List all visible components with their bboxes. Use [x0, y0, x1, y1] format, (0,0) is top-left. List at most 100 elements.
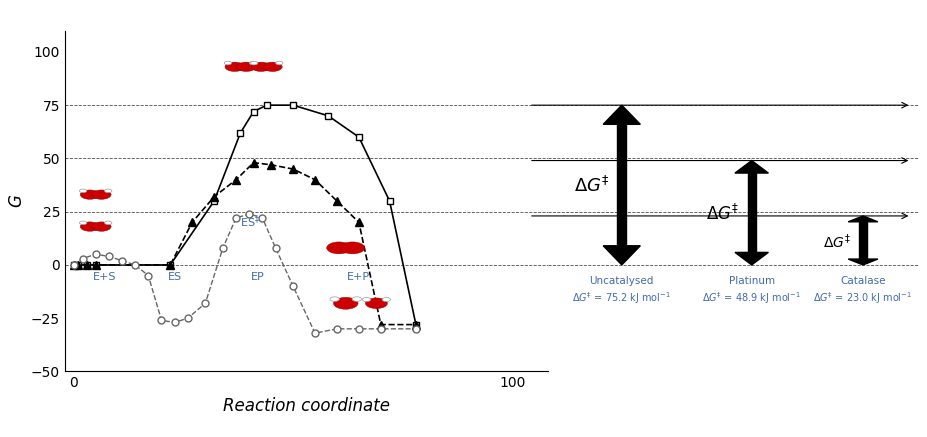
Line: Uncatalysed: Uncatalysed — [70, 102, 419, 328]
Inorganic catalyst — [90, 262, 101, 267]
Bar — [616, 124, 626, 246]
Circle shape — [351, 297, 361, 302]
Text: ES: ES — [168, 272, 182, 282]
Enzyme — [116, 258, 127, 263]
Y-axis label: G: G — [7, 194, 25, 208]
Circle shape — [92, 190, 111, 199]
Text: E+S: E+S — [93, 272, 116, 282]
Uncatalysed — [82, 262, 93, 267]
Uncatalysed — [68, 262, 79, 267]
Enzyme — [287, 284, 298, 289]
Circle shape — [365, 298, 387, 309]
Circle shape — [251, 62, 271, 72]
FancyArrow shape — [603, 105, 640, 124]
Text: $\Delta G^{\ddagger}$: $\Delta G^{\ddagger}$ — [705, 204, 738, 224]
Inorganic catalyst — [331, 198, 342, 204]
Uncatalysed — [90, 262, 101, 267]
Enzyme — [182, 316, 193, 321]
Text: $\Delta G^{\ddagger}$: $\Delta G^{\ddagger}$ — [822, 232, 850, 251]
Enzyme — [130, 262, 141, 267]
Text: ES$^{\ddagger}$: ES$^{\ddagger}$ — [240, 213, 260, 230]
Circle shape — [330, 297, 339, 302]
Inorganic catalyst — [375, 322, 386, 327]
Enzyme — [77, 256, 88, 261]
Uncatalysed — [323, 113, 334, 118]
Circle shape — [326, 242, 351, 254]
Uncatalysed — [353, 135, 364, 140]
Inorganic catalyst — [410, 322, 421, 327]
Inorganic catalyst — [265, 162, 276, 167]
Uncatalysed — [164, 262, 175, 267]
Uncatalysed — [410, 322, 421, 327]
Inorganic catalyst — [68, 262, 79, 267]
Enzyme — [410, 326, 421, 331]
Inorganic catalyst — [230, 177, 241, 182]
Circle shape — [362, 298, 370, 302]
Inorganic catalyst — [353, 220, 364, 225]
Circle shape — [80, 222, 99, 231]
Bar — [858, 222, 866, 259]
Bar — [747, 173, 755, 253]
Uncatalysed — [384, 198, 395, 204]
Uncatalysed — [260, 103, 272, 108]
Uncatalysed — [209, 198, 220, 204]
Inorganic catalyst — [72, 262, 83, 267]
X-axis label: Reaction coordinate: Reaction coordinate — [222, 397, 389, 415]
Text: E+P: E+P — [347, 272, 370, 282]
Text: $\Delta G^{\ddagger}$ = 48.9 kJ mol$^{-1}$: $\Delta G^{\ddagger}$ = 48.9 kJ mol$^{-1… — [702, 291, 800, 306]
Uncatalysed — [248, 109, 259, 114]
Circle shape — [80, 190, 99, 199]
Uncatalysed — [235, 130, 246, 135]
Circle shape — [105, 189, 112, 193]
Enzyme — [90, 252, 101, 257]
Circle shape — [224, 61, 232, 65]
Inorganic catalyst — [287, 166, 298, 172]
FancyArrow shape — [603, 246, 640, 265]
Circle shape — [382, 298, 390, 302]
Enzyme — [257, 215, 268, 221]
Text: $\Delta G^{\ddagger}$: $\Delta G^{\ddagger}$ — [574, 176, 609, 196]
Enzyme — [375, 326, 386, 331]
Inorganic catalyst — [164, 262, 175, 267]
Circle shape — [333, 297, 358, 309]
Enzyme — [309, 330, 320, 336]
Enzyme — [270, 245, 281, 250]
Circle shape — [80, 189, 87, 193]
Enzyme — [199, 301, 210, 306]
FancyArrow shape — [734, 253, 768, 265]
Circle shape — [262, 62, 282, 72]
Inorganic catalyst — [82, 262, 93, 267]
Circle shape — [105, 221, 112, 225]
FancyArrow shape — [847, 216, 877, 222]
Circle shape — [80, 221, 87, 225]
Enzyme — [143, 273, 154, 278]
Circle shape — [92, 222, 111, 231]
Text: $\Delta G^{\ddagger}$ = 23.0 kJ mol$^{-1}$: $\Delta G^{\ddagger}$ = 23.0 kJ mol$^{-1… — [813, 291, 911, 306]
Circle shape — [250, 61, 258, 65]
Uncatalysed — [72, 262, 83, 267]
Circle shape — [236, 62, 256, 72]
Text: Platinum: Platinum — [728, 276, 774, 286]
FancyArrow shape — [847, 259, 877, 265]
FancyArrow shape — [734, 160, 768, 173]
Inorganic catalyst — [309, 177, 320, 182]
Enzyme — [353, 326, 364, 331]
Enzyme — [217, 245, 228, 250]
Enzyme — [331, 326, 342, 331]
Text: Uncatalysed: Uncatalysed — [589, 276, 654, 286]
Enzyme — [156, 318, 167, 323]
Circle shape — [249, 61, 257, 65]
Text: Catalase: Catalase — [839, 276, 885, 286]
Enzyme — [230, 215, 241, 221]
Enzyme — [244, 211, 255, 216]
Text: $\Delta G^{\ddagger}$ = 75.2 kJ mol$^{-1}$: $\Delta G^{\ddagger}$ = 75.2 kJ mol$^{-1… — [572, 291, 670, 306]
Circle shape — [275, 61, 283, 65]
Inorganic catalyst — [248, 160, 259, 165]
Circle shape — [224, 62, 244, 72]
Line: Enzyme: Enzyme — [70, 210, 419, 336]
Text: EP: EP — [251, 272, 264, 282]
Line: Inorganic catalyst: Inorganic catalyst — [70, 159, 420, 329]
Uncatalysed — [287, 103, 298, 108]
Enzyme — [68, 262, 79, 267]
Circle shape — [340, 242, 364, 254]
